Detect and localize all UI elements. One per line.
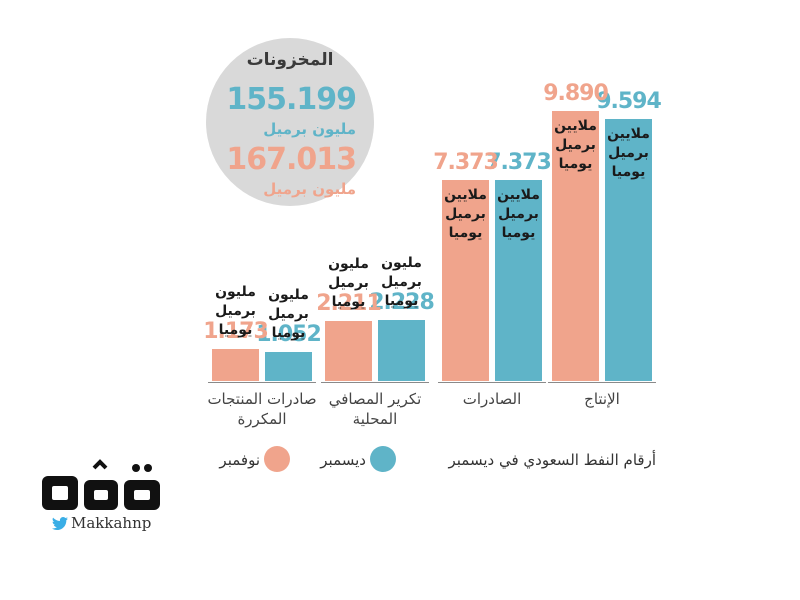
makkah-logo-icon bbox=[42, 459, 160, 510]
legend-december-swatch bbox=[370, 446, 396, 472]
inventory-december-unit: مليون برميل bbox=[263, 120, 356, 138]
bar-november-3 bbox=[212, 349, 259, 381]
bar-value-december-1: 7.373 bbox=[486, 150, 552, 175]
inventory-november-value: 167.013 bbox=[226, 142, 357, 177]
inventory-december-value: 155.199 bbox=[226, 82, 357, 117]
bar-unit-december-0: ملايين برميل يوميا bbox=[607, 126, 650, 180]
legend-title: أرقام النفط السعودي في ديسمبر bbox=[448, 451, 656, 469]
twitter-bird-icon bbox=[52, 516, 68, 530]
bar-value-december-3: 1.052 bbox=[256, 322, 322, 347]
category-baseline-2 bbox=[321, 382, 429, 383]
bar-december-0 bbox=[605, 119, 652, 381]
bar-unit-november-1: ملايين برميل يوميا bbox=[444, 187, 487, 241]
bar-unit-december-3: مليون برميل يوميا bbox=[268, 287, 309, 341]
bar-unit-november-2: مليون برميل يوميا bbox=[328, 256, 369, 310]
inventory-title: المخزونات bbox=[246, 50, 334, 70]
bar-unit-november-3: مليون برميل يوميا bbox=[215, 284, 256, 338]
bar-value-november-3: 1.173 bbox=[203, 319, 269, 344]
bar-december-1 bbox=[495, 180, 542, 381]
bar-value-november-1: 7.373 bbox=[433, 150, 499, 175]
bar-value-december-2: 2.228 bbox=[369, 290, 435, 315]
category-label-3: صادرات المنتجات المكررة bbox=[207, 390, 317, 428]
category-label-0: الإنتاج bbox=[584, 390, 620, 408]
bar-november-1 bbox=[442, 180, 489, 381]
inventory-circle bbox=[206, 38, 374, 206]
legend-november-label: نوفمبر bbox=[219, 451, 260, 469]
bar-november-2 bbox=[325, 321, 372, 381]
bar-unit-december-1: ملايين برميل يوميا bbox=[497, 187, 540, 241]
twitter-handle[interactable]: Makkahnp bbox=[52, 514, 151, 532]
twitter-handle-text: Makkahnp bbox=[71, 514, 152, 532]
bar-unit-december-2: مليون برميل يوميا bbox=[381, 255, 422, 309]
bar-unit-november-0: ملايين برميل يوميا bbox=[554, 118, 597, 172]
bar-november-0 bbox=[552, 111, 599, 381]
category-label-2: تكرير المصافي المحلية bbox=[328, 390, 422, 428]
bar-december-3 bbox=[265, 352, 312, 381]
category-baseline-1 bbox=[438, 382, 546, 383]
bar-december-2 bbox=[378, 320, 425, 381]
legend-november-swatch bbox=[264, 446, 290, 472]
bar-value-november-0: 9.890 bbox=[543, 81, 609, 106]
category-label-1: الصادرات bbox=[462, 390, 522, 408]
category-baseline-3 bbox=[208, 382, 316, 383]
bar-value-december-0: 9.594 bbox=[596, 89, 662, 114]
category-baseline-0 bbox=[548, 382, 656, 383]
inventory-november-unit: مليون برميل bbox=[263, 180, 356, 198]
bar-value-november-2: 2.211 bbox=[316, 291, 382, 316]
legend-december-label: ديسمبر bbox=[320, 451, 366, 469]
